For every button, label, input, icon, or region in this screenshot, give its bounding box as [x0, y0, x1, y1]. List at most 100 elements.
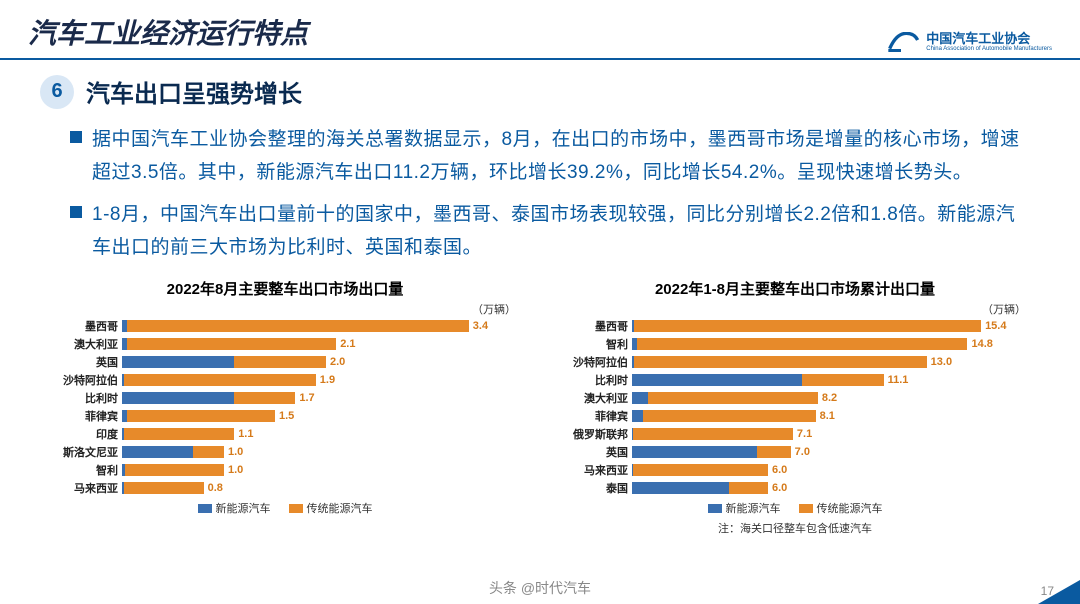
bar-track: 7.1 [632, 428, 1040, 440]
bar-row: 墨西哥15.4 [550, 317, 1040, 334]
category-label: 英国 [550, 444, 632, 460]
bar-track: 14.8 [632, 338, 1040, 350]
bar-row: 马来西亚 0.8 [40, 479, 530, 496]
bullet-item: 1-8月，中国汽车出口量前十的国家中，墨西哥、泰国市场表现较强，同比分别增长2.… [70, 198, 1032, 265]
header-divider [0, 58, 1080, 60]
bar-row: 澳大利亚8.2 [550, 389, 1040, 406]
bar-value: 2.0 [330, 356, 345, 368]
bar-ice [802, 374, 884, 386]
legend-ice: 传统能源汽车 [289, 500, 373, 516]
bar-ice [634, 320, 981, 332]
legend-nev: 新能源汽车 [708, 500, 781, 516]
bullet-text: 1-8月，中国汽车出口量前十的国家中，墨西哥、泰国市场表现较强，同比分别增长2.… [92, 198, 1032, 265]
bar-value: 13.0 [931, 356, 952, 368]
legend-nev: 新能源汽车 [198, 500, 271, 516]
bar-row: 沙特阿拉伯 13.0 [550, 353, 1040, 370]
bar-ice [127, 410, 275, 422]
bar-row: 沙特阿拉伯 1.9 [40, 371, 530, 388]
chart-legend: 新能源汽车 传统能源汽车 [550, 500, 1040, 516]
bar-value: 0.8 [208, 482, 223, 494]
bullet-text: 据中国汽车工业协会整理的海关总署数据显示，8月，在出口的市场中，墨西哥市场是增量… [92, 123, 1032, 190]
bar-row: 泰国 6.0 [550, 479, 1040, 496]
category-label: 沙特阿拉伯 [550, 354, 632, 370]
bar-nev [122, 446, 193, 458]
bar-track: 1.7 [122, 392, 530, 404]
category-label: 印度 [40, 426, 122, 442]
bar-value: 1.1 [238, 428, 253, 440]
chart-legend: 新能源汽车 传统能源汽车 [40, 500, 530, 516]
bar-track: 2.1 [122, 338, 530, 350]
bar-row: 斯洛文尼亚1.0 [40, 443, 530, 460]
legend-ice: 传统能源汽车 [799, 500, 883, 516]
chart-left-plot: 墨西哥3.4澳大利亚2.1英国2.0沙特阿拉伯1.9比利时1.7菲律宾1.5印度… [40, 317, 530, 496]
bar-ice [643, 410, 815, 422]
chart-right-title: 2022年1-8月主要整车出口市场累计出口量 [550, 278, 1040, 299]
bar-ice [124, 374, 316, 386]
bar-row: 俄罗斯联邦 7.1 [550, 425, 1040, 442]
bar-ice [637, 338, 968, 350]
bar-nev [632, 392, 648, 404]
bar-ice [234, 392, 295, 404]
bar-track: 1.0 [122, 464, 530, 476]
watermark: 头条 @时代汽车 [0, 578, 1080, 598]
bullet-list: 据中国汽车工业协会整理的海关总署数据显示，8月，在出口的市场中，墨西哥市场是增量… [40, 123, 1040, 264]
bar-value: 11.1 [888, 374, 909, 386]
bar-value: 1.9 [320, 374, 335, 386]
bullet-marker [70, 206, 82, 218]
chart-right-plot: 墨西哥15.4 智利14.8沙特阿拉伯 13.0 比利时 11.1 澳大利亚8.2 菲律宾 8… [550, 317, 1040, 496]
bar-nev [632, 482, 729, 494]
page-title: 汽车工业经济运行特点 [28, 12, 308, 52]
bar-value: 6.0 [772, 482, 787, 494]
category-label: 智利 [550, 336, 632, 352]
bar-value: 8.1 [820, 410, 835, 422]
slide-header: 汽车工业经济运行特点 中国汽车工业协会 China Association of… [0, 0, 1080, 58]
bar-track: 1.5 [122, 410, 530, 422]
section-title: 汽车出口呈强势增长 [86, 74, 302, 109]
bar-value: 7.0 [795, 446, 810, 458]
bar-track: 8.2 [632, 392, 1040, 404]
bar-row: 印度 1.1 [40, 425, 530, 442]
bar-track: 1.0 [122, 446, 530, 458]
bar-ice [757, 446, 791, 458]
corner-decoration [1038, 580, 1080, 604]
category-label: 比利时 [40, 390, 122, 406]
bar-ice [729, 482, 768, 494]
bar-track: 8.1 [632, 410, 1040, 422]
bar-ice [193, 446, 224, 458]
bar-row: 智利1.0 [40, 461, 530, 478]
section-header: 6 汽车出口呈强势增长 [40, 74, 1040, 109]
bullet-item: 据中国汽车工业协会整理的海关总署数据显示，8月，在出口的市场中，墨西哥市场是增量… [70, 123, 1032, 190]
bar-track: 3.4 [122, 320, 530, 332]
bar-value: 8.2 [822, 392, 837, 404]
bar-nev [122, 356, 234, 368]
bar-ice [234, 356, 326, 368]
bar-row: 英国 7.0 [550, 443, 1040, 460]
bar-track: 1.1 [122, 428, 530, 440]
chart-left-unit: （万辆） [40, 301, 530, 317]
bar-track: 2.0 [122, 356, 530, 368]
category-label: 沙特阿拉伯 [40, 372, 122, 388]
bar-value: 7.1 [797, 428, 812, 440]
category-label: 比利时 [550, 372, 632, 388]
bar-track: 15.4 [632, 320, 1040, 332]
category-label: 马来西亚 [40, 480, 122, 496]
bar-ice [633, 464, 768, 476]
category-label: 菲律宾 [550, 408, 632, 424]
chart-right-unit: （万辆） [550, 301, 1040, 317]
chart-left-title: 2022年8月主要整车出口市场出口量 [40, 278, 530, 299]
bar-ice [124, 428, 234, 440]
category-label: 英国 [40, 354, 122, 370]
bar-row: 比利时1.7 [40, 389, 530, 406]
bar-row: 菲律宾 8.1 [550, 407, 1040, 424]
bar-row: 英国 2.0 [40, 353, 530, 370]
bar-nev [632, 446, 757, 458]
chart-left: 2022年8月主要整车出口市场出口量 （万辆） 墨西哥3.4澳大利亚2.1 英国 2… [40, 278, 530, 536]
bar-value: 2.1 [340, 338, 355, 350]
category-label: 泰国 [550, 480, 632, 496]
bar-row: 澳大利亚2.1 [40, 335, 530, 352]
bar-ice [633, 428, 793, 440]
bar-row: 墨西哥3.4 [40, 317, 530, 334]
bar-value: 1.5 [279, 410, 294, 422]
category-label: 俄罗斯联邦 [550, 426, 632, 442]
category-label: 马来西亚 [550, 462, 632, 478]
